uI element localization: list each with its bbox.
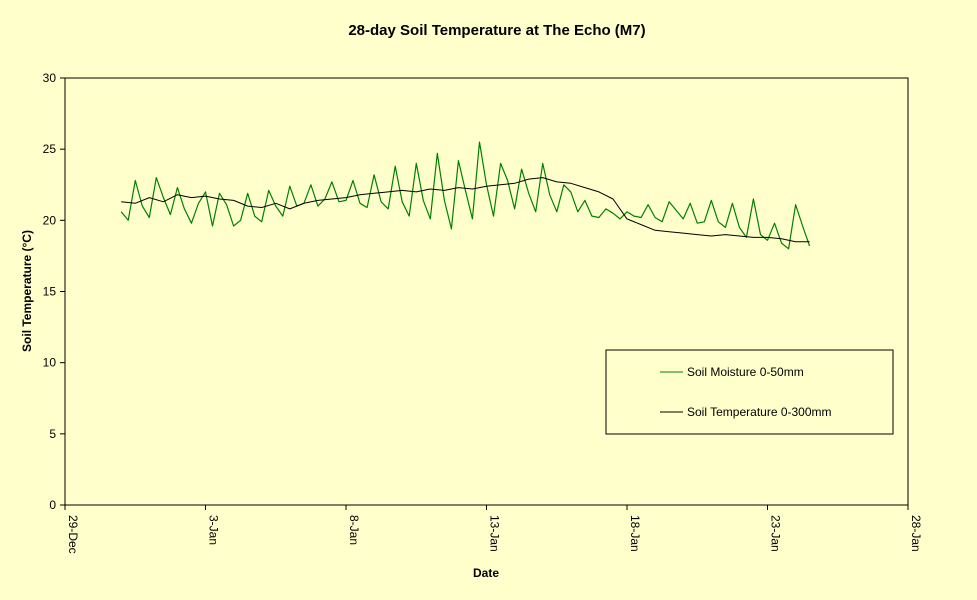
legend: Soil Moisture 0-50mm Soil Temperature 0-… [605,349,894,435]
x-tick-label: 23-Jan [769,515,783,552]
y-tick-label: 20 [43,213,57,227]
y-tick-label: 10 [43,356,57,370]
y-tick-label: 5 [49,427,56,441]
y-tick-label: 30 [43,71,57,85]
x-tick-label: 13-Jan [488,515,502,552]
series-lines [120,141,811,250]
y-axis-ticks: 0 5 10 15 20 25 30 [43,71,65,512]
x-tick-label: 18-Jan [628,515,642,552]
series-line-soil-moisture [120,141,811,250]
legend-box [605,349,894,435]
x-axis-title: Date [473,566,499,580]
y-tick-label: 0 [49,498,56,512]
y-axis-title: Soil Temperature (°C) [20,230,34,352]
x-axis-ticks: 29-Dec 3-Jan 8-Jan 13-Jan 18-Jan 23-Jan 28-Jan [64,505,923,554]
series-line-soil-temperature [121,177,810,243]
y-tick-label: 25 [43,142,57,156]
plot-area [64,77,909,506]
legend-label-temperature: Soil Temperature 0-300mm [687,405,832,419]
x-tick-label: 3-Jan [207,515,221,545]
x-tick-label: 29-Dec [66,515,80,554]
x-tick-label: 28-Jan [909,515,923,552]
y-tick-label: 15 [43,285,57,299]
x-tick-label: 8-Jan [347,515,361,545]
legend-label-moisture: Soil Moisture 0-50mm [687,365,804,379]
chart-title: 28-day Soil Temperature at The Echo (M7) [348,22,645,39]
